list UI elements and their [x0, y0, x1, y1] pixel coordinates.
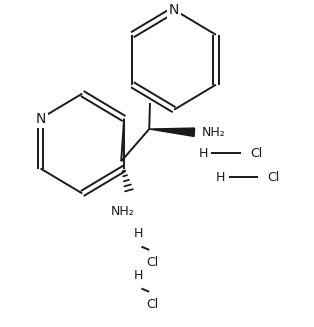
- Text: NH₂: NH₂: [111, 205, 135, 218]
- Text: NH₂: NH₂: [202, 126, 226, 139]
- Text: Cl: Cl: [146, 298, 159, 311]
- Text: H: H: [216, 171, 225, 184]
- Text: Cl: Cl: [250, 147, 263, 160]
- Text: Cl: Cl: [146, 256, 159, 269]
- Text: H: H: [134, 269, 143, 282]
- Text: N: N: [35, 112, 46, 126]
- Text: Cl: Cl: [268, 171, 280, 184]
- Polygon shape: [149, 128, 195, 136]
- Text: H: H: [199, 147, 208, 160]
- Text: N: N: [169, 3, 179, 17]
- Text: H: H: [134, 227, 143, 240]
